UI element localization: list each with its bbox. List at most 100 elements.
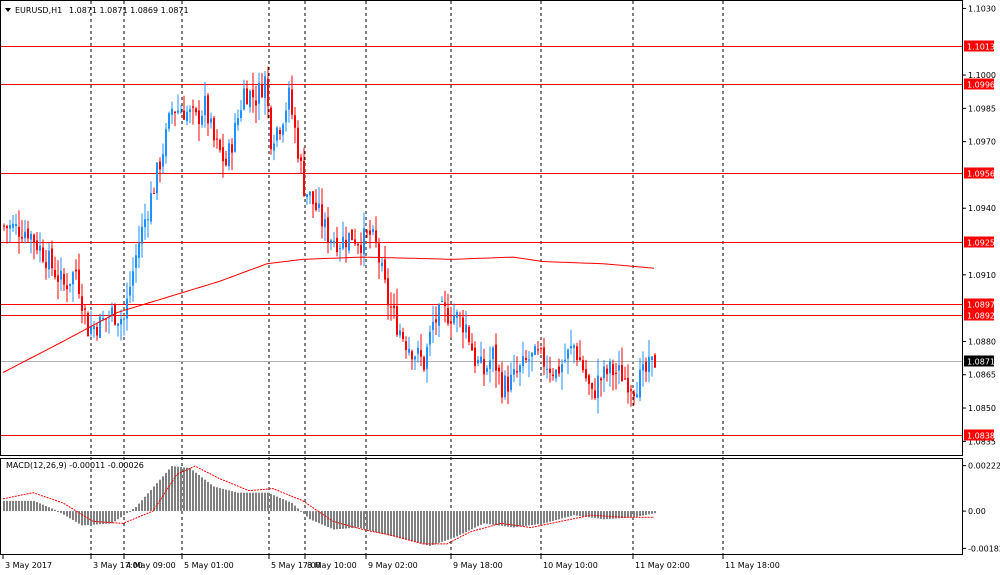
candle-body (84, 308, 86, 310)
candle-body (135, 255, 137, 268)
candle-body (87, 312, 89, 337)
candle-body (129, 286, 131, 296)
macd-bar (60, 511, 62, 513)
candle-body (126, 298, 128, 319)
macd-bar (219, 488, 221, 512)
macd-bar (24, 500, 26, 512)
candle-body (615, 372, 617, 374)
candle-body (369, 230, 371, 235)
candle-body (507, 376, 509, 392)
macd-bar (15, 500, 17, 512)
macd-bar (318, 511, 320, 524)
candle-body (453, 315, 455, 324)
candle-body (543, 347, 545, 367)
macd-bar (63, 511, 65, 515)
macd-bar (501, 511, 503, 526)
macd-bar (528, 511, 530, 526)
candle-body (273, 143, 275, 151)
macd-tick-label: -0.00182 (968, 544, 1000, 553)
macd-bar (414, 511, 416, 543)
macd-bar (177, 466, 179, 512)
macd-tick-label: 0.00 (968, 507, 986, 516)
macd-bar (126, 511, 128, 514)
price-level-tag (964, 429, 994, 441)
candle-body (351, 229, 353, 240)
candle-body (621, 365, 623, 382)
candle-body (291, 89, 293, 115)
macd-bar (429, 511, 431, 546)
price-level-tag (964, 298, 994, 310)
macd-bar (198, 475, 200, 512)
macd-bar (279, 497, 281, 512)
candle-body (165, 129, 167, 157)
macd-bar (120, 511, 122, 518)
macd-bar (246, 492, 248, 512)
macd-bar (438, 511, 440, 543)
macd-bar (513, 511, 515, 528)
candle-body (96, 327, 98, 336)
price-tick-label: 1.0850 (968, 404, 996, 413)
macd-bar (240, 492, 242, 512)
candle-body (312, 191, 314, 205)
candle-body (39, 245, 41, 251)
price-tick-label: 1.0880 (968, 337, 996, 346)
macd-bar (117, 511, 119, 520)
candle-body (429, 331, 431, 345)
macd-bar (222, 488, 224, 512)
candle-body (198, 110, 200, 124)
macd-bar (12, 500, 14, 512)
current-price-tag (964, 355, 994, 367)
candle-body (174, 111, 176, 114)
candle-body (591, 383, 593, 389)
candle-body (561, 364, 563, 373)
candle-body (99, 316, 101, 338)
macd-bar (543, 511, 545, 524)
candle-body (168, 113, 170, 129)
macd-bar (408, 511, 410, 541)
candle-body (585, 369, 587, 379)
macd-bar (129, 511, 131, 513)
candle-body (594, 390, 596, 399)
macd-bar (306, 511, 308, 517)
macd-bar (57, 511, 59, 513)
candle-body (567, 349, 569, 359)
macd-bar (645, 511, 647, 515)
macd-bar (411, 511, 413, 542)
macd-bar (99, 511, 101, 525)
candle-body (513, 368, 515, 375)
macd-bar (39, 503, 41, 512)
macd-bar (636, 511, 638, 517)
candle-body (324, 219, 326, 227)
chevron-down-icon[interactable] (5, 8, 11, 12)
macd-bar (93, 511, 95, 525)
candle-body (318, 203, 320, 208)
price-level-tag-label: 1.0897 (967, 301, 995, 310)
candle-body (270, 107, 272, 150)
macd-bar (6, 500, 8, 512)
macd-bar (564, 511, 566, 518)
macd-bar (630, 511, 632, 518)
time-tick-label: 10 May 10:00 (543, 561, 598, 570)
candle-body (48, 250, 50, 270)
candle-body (624, 378, 626, 380)
candle-body (297, 127, 299, 159)
candle-body (114, 304, 116, 325)
candle-body (495, 344, 497, 371)
macd-bar (312, 511, 314, 521)
candle-body (483, 359, 485, 375)
candle-body (372, 228, 374, 233)
candle-body (612, 364, 614, 376)
macd-bar (633, 511, 635, 518)
macd-bar (618, 511, 620, 519)
candle-body (27, 228, 29, 239)
candle-body (468, 327, 470, 343)
price-tick-label: 1.0970 (968, 138, 996, 147)
candle-body (408, 349, 410, 353)
macd-bar (195, 472, 197, 512)
vertical-grid (90, 1, 724, 554)
candle-body (78, 269, 80, 294)
macd-bar (159, 479, 161, 512)
candle-body (480, 356, 482, 363)
macd-bar (471, 511, 473, 530)
